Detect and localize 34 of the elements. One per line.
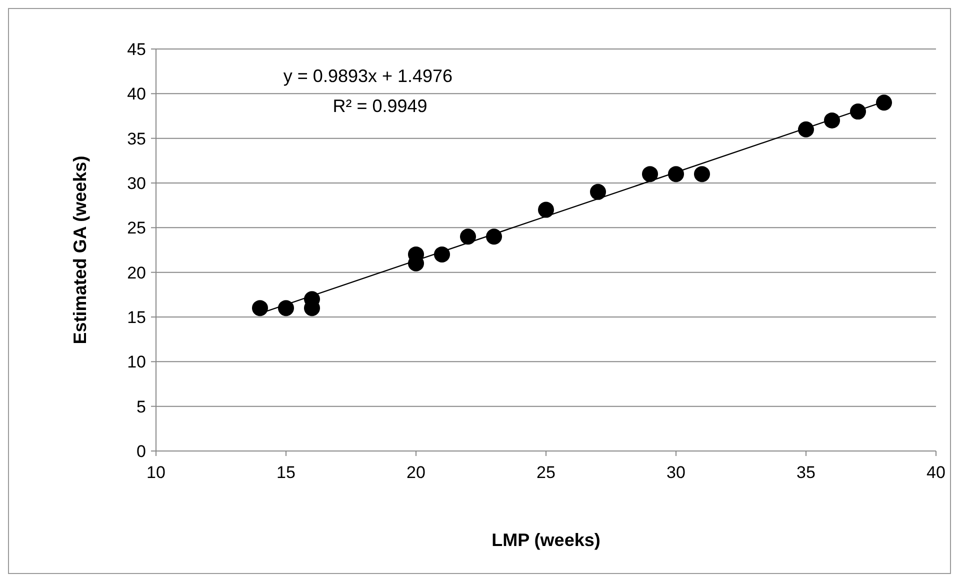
point <box>278 300 294 316</box>
annotation: y = 0.9893x + 1.4976 <box>283 66 453 86</box>
point <box>252 300 268 316</box>
point <box>694 166 710 182</box>
y-tick-label: 40 <box>127 84 146 104</box>
y-tick-label: 15 <box>127 308 146 327</box>
y-tick-label: 35 <box>127 129 146 148</box>
x-tick-label: 15 <box>276 463 296 482</box>
x-tick-label: 30 <box>666 463 686 482</box>
y-tick-label: 20 <box>127 263 146 282</box>
point <box>434 246 450 262</box>
y-tick-label: 25 <box>127 218 146 238</box>
annotation: R² = 0.9949 <box>332 96 428 116</box>
y-tick-label: 0 <box>136 442 146 461</box>
point <box>798 121 814 138</box>
y-tick-label: 45 <box>127 40 146 59</box>
x-tick-label: 20 <box>406 463 426 482</box>
x-axis-title: LMP (weeks) <box>492 530 600 550</box>
point <box>668 166 684 182</box>
point <box>850 104 866 120</box>
x-tick-label: 35 <box>796 463 816 482</box>
point <box>460 228 476 245</box>
y-tick-label: 10 <box>127 352 146 372</box>
x-tick-label: 25 <box>536 463 556 482</box>
y-axis-title: Estimated GA (weeks) <box>70 156 90 344</box>
y-tick-label: 5 <box>136 397 146 416</box>
x-tick-label: 40 <box>926 463 946 482</box>
point <box>876 94 892 111</box>
y-tick-label: 30 <box>127 174 146 193</box>
point <box>590 184 606 200</box>
point <box>486 228 502 245</box>
point <box>642 166 658 182</box>
point <box>824 112 840 128</box>
point <box>538 202 554 218</box>
